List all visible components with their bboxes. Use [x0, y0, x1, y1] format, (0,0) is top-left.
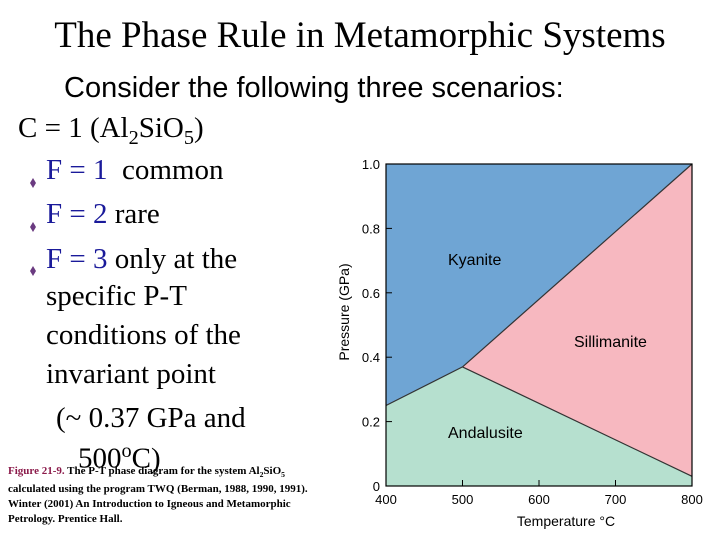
andalusite-label: Andalusite: [448, 425, 523, 442]
sillimanite-label: Sillimanite: [574, 334, 647, 351]
y-tick-label: 0.8: [362, 221, 380, 236]
page-title: The Phase Rule in Metamorphic Systems: [54, 15, 666, 56]
bullet-icon: [30, 266, 36, 276]
subtitle: Consider the following three scenarios:: [64, 72, 564, 104]
x-axis-ticks: 400 500 600 700 800: [375, 480, 703, 507]
f3-line-5: (~ 0.37 GPa and: [56, 402, 246, 434]
y-axis-label: Pressure (GPa): [336, 263, 352, 360]
x-tick-label: 600: [528, 492, 550, 507]
x-tick-label: 500: [452, 492, 474, 507]
andalusite-region: [386, 366, 692, 486]
f3-line-4: invariant point: [46, 358, 216, 390]
kyanite-andalusite-boundary: [385, 366, 463, 407]
figure-caption: Figure 21-9. The P-T phase diagram for t…: [8, 465, 308, 526]
f3-line-2: specific P-T: [46, 280, 187, 312]
andalusite-sillimanite-boundary: [462, 366, 693, 477]
y-tick-label: 0: [373, 479, 380, 494]
f3-line-6: 500oC): [78, 440, 161, 475]
kyanite-sillimanite-boundary: [462, 163, 693, 368]
x-axis-label: Temperature °C: [517, 513, 615, 529]
y-axis-ticks: 0 0.2 0.4 0.6 0.8 1.0: [362, 157, 392, 494]
f3-line: F = 3 only at the: [46, 243, 238, 275]
bullet-icon: [30, 178, 36, 188]
x-tick-label: 700: [605, 492, 627, 507]
kyanite-label: Kyanite: [448, 252, 501, 269]
f2-line: F = 2 rare: [46, 198, 160, 230]
x-tick-label: 400: [375, 492, 397, 507]
kyanite-region: [386, 164, 692, 406]
bullet-icon: [30, 222, 36, 232]
f3-line-3: conditions of the: [46, 319, 241, 351]
f1-line: F = 1 common: [46, 154, 224, 186]
x-tick-label: 800: [681, 492, 703, 507]
y-tick-label: 0.6: [362, 286, 380, 301]
y-tick-label: 0.4: [362, 350, 380, 365]
sillimanite-region: [462, 164, 692, 477]
y-tick-label: 1.0: [362, 157, 380, 172]
y-tick-label: 0.2: [362, 415, 380, 430]
component-line: C = 1 (Al2SiO5): [18, 112, 204, 149]
